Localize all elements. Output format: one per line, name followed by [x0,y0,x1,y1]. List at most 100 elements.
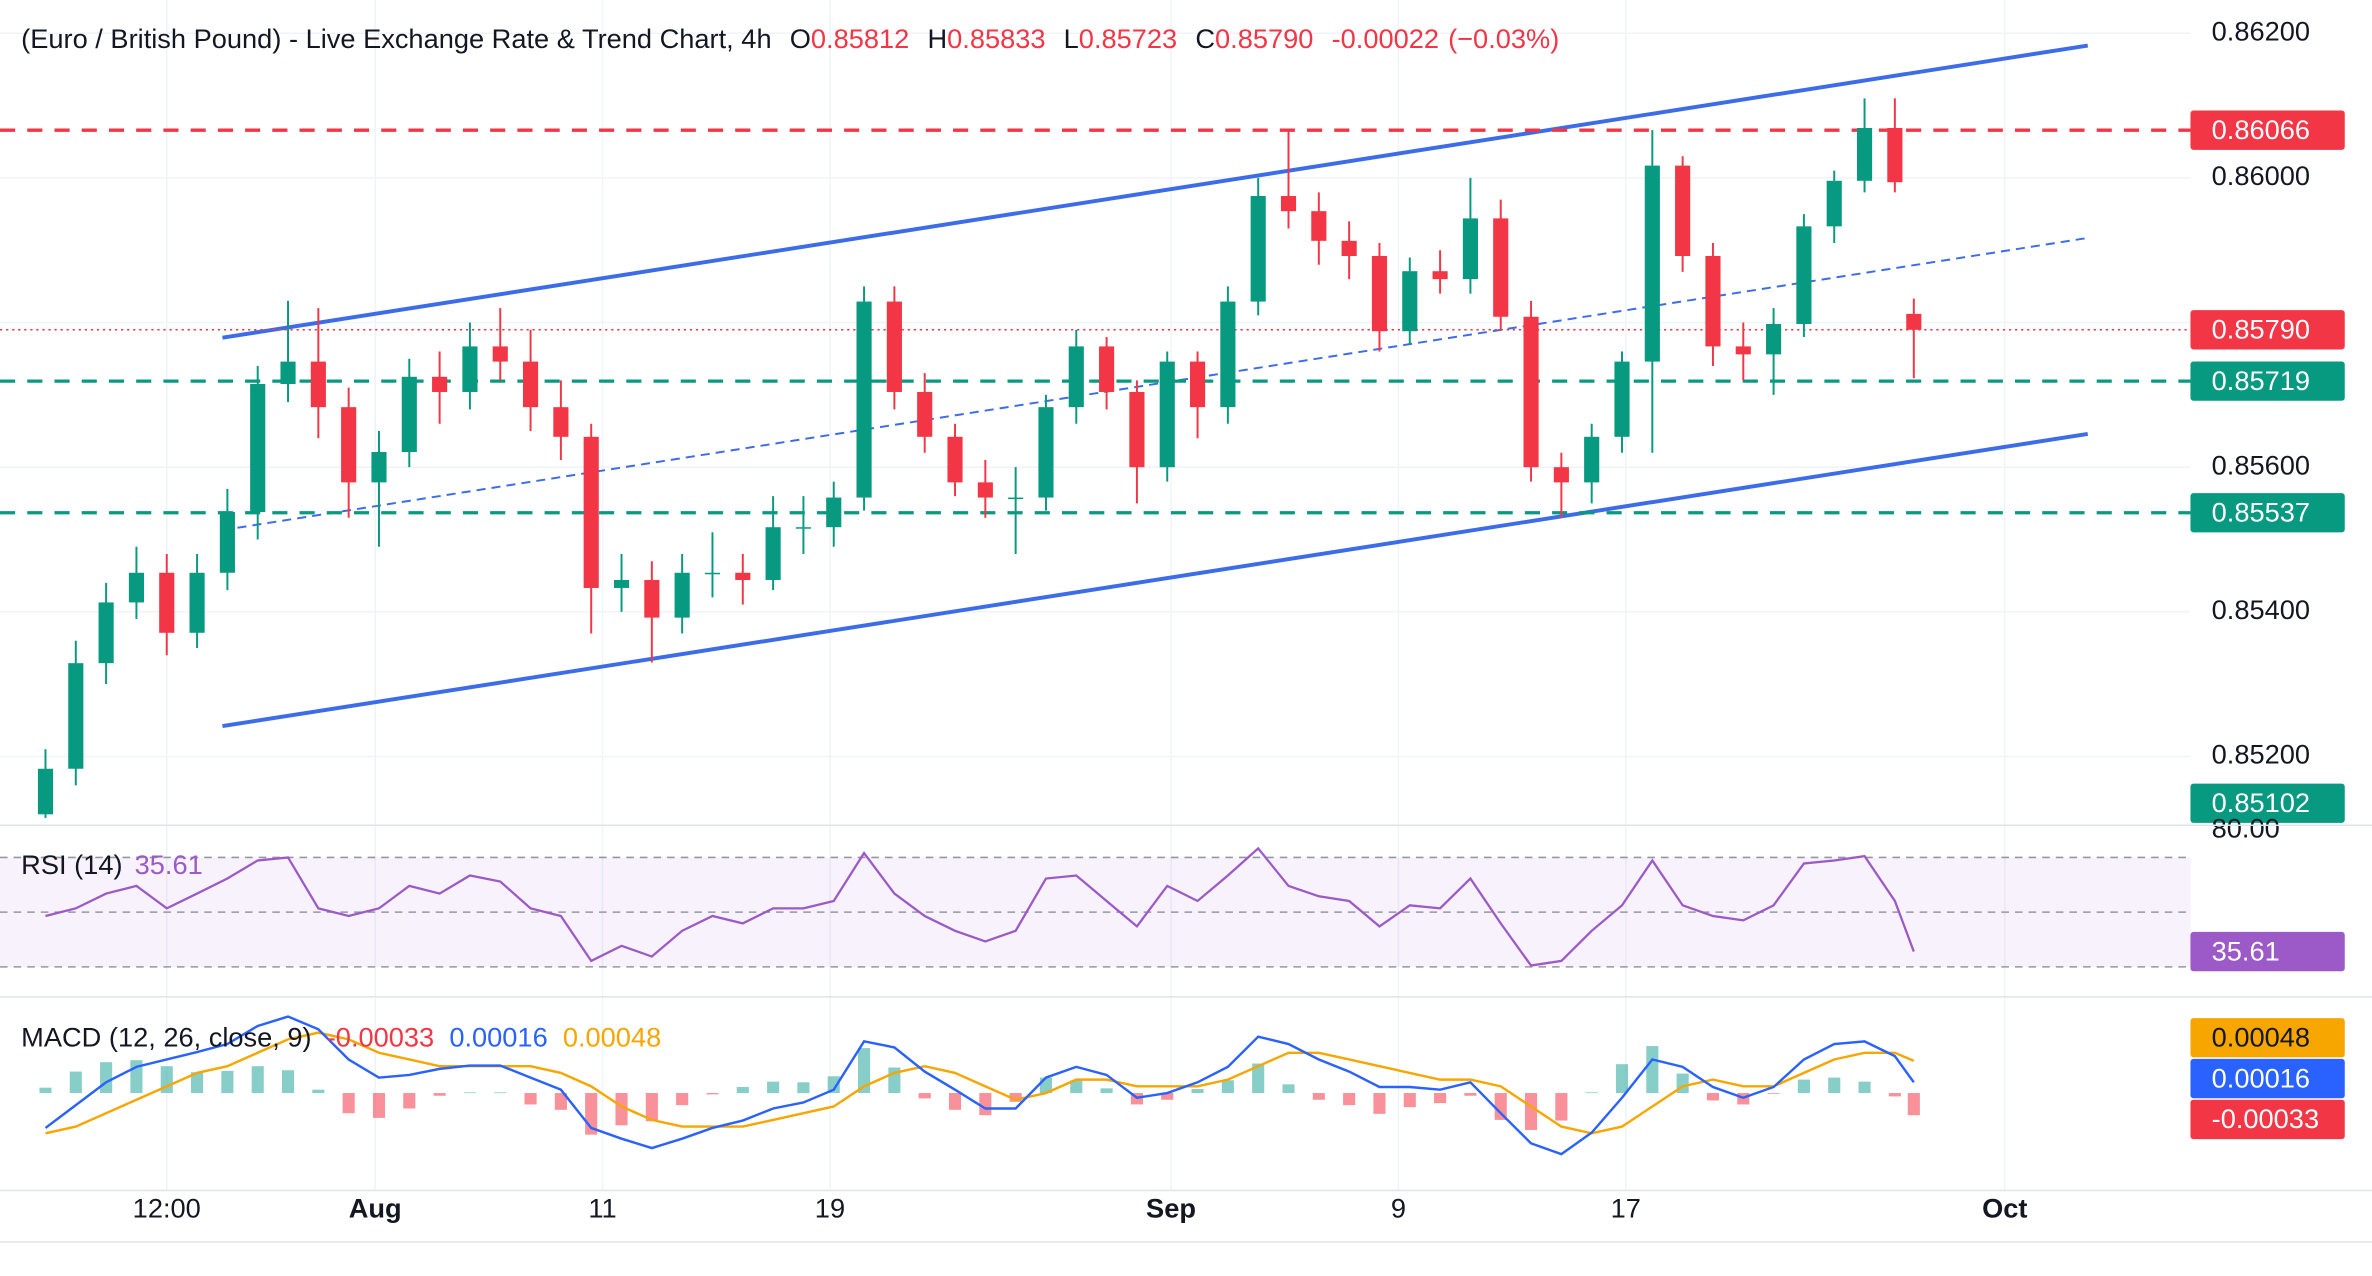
macd-histogram-bar [979,1093,992,1116]
candle-body [1280,195,1297,212]
ohlc-value: 0.85833 [947,23,1045,54]
y-tick-label: 0.85200 [2212,739,2310,770]
price-level-label: 0.86066 [2212,114,2310,145]
candle-body [341,407,357,483]
rsi-header: RSI (14) 35.61 [21,849,203,880]
candle-body [523,361,539,408]
candle-body [1796,226,1812,324]
price-level-box [2190,493,2345,533]
macd-histogram-bar [372,1093,386,1118]
rsi-value: 35.61 [135,849,203,880]
macd-histogram-bar [858,1048,871,1094]
candle-body [1856,128,1873,181]
macd-value-label: 0.00048 [2212,1021,2310,1052]
macd-histogram-bar [463,1092,476,1094]
candle-body [1371,256,1388,332]
candle-body [1099,346,1115,392]
candle-body [1675,165,1691,257]
rsi-value-box [2190,931,2345,972]
candle-body [159,572,175,633]
macd-histogram-bar [1312,1093,1325,1100]
candle-body [644,580,660,618]
price-pane [0,43,2191,818]
candle-body [1038,407,1054,498]
candle-body [1402,271,1418,332]
trendline [222,43,2089,340]
macd-histogram-value: -0.00033 [327,1021,434,1052]
candle-body [1220,301,1236,408]
x-tick-label: 11 [588,1192,616,1223]
x-tick-label: 17 [1611,1192,1641,1223]
x-tick-label: Sep [1146,1192,1196,1223]
price-level-label: 0.85719 [2212,365,2310,396]
chart-header: (Euro / British Pound) - Live Exchange R… [21,23,1559,54]
macd-line [44,1015,1915,1156]
candle-body [189,572,205,633]
candle-body [1705,256,1721,347]
label-layer: 12:00 Aug 11 19 Sep 9 17 Oct 0.86200 0.86000 0.858… [21,15,2345,1223]
candle-body [1493,218,1509,317]
x-tick-label: 12:00 [133,1192,201,1223]
macd-histogram-bar [251,1066,264,1094]
candle-body [1584,436,1600,483]
candle-body [735,572,751,581]
macd-histogram-bar [918,1093,931,1099]
grid-layer [0,0,2191,1191]
macd-histogram-bar [221,1070,234,1094]
rsi-title: RSI (14) [21,849,122,880]
candle-body [1553,467,1569,483]
candle-body [886,301,902,392]
macd-histogram-bar [312,1089,325,1094]
macd-line-value: 0.00016 [449,1021,547,1052]
candle-body [583,436,599,588]
macd-histogram-bar [767,1081,780,1094]
price-level-label: 0.85790 [2212,313,2310,344]
price-level-box [2190,310,2345,350]
candle-body [704,572,721,575]
candle-body [1311,211,1327,241]
macd-header: MACD (12, 26, close, 9) -0.00033 0.00016 0.… [21,1021,661,1052]
ohlc-key: L [1064,23,1079,54]
macd-histogram-bar [160,1066,173,1094]
macd-histogram-bar [191,1072,204,1094]
y-tick-label: 0.85400 [2212,594,2310,625]
macd-histogram-bar [1373,1093,1386,1114]
macd-histogram-bar [69,1071,82,1094]
macd-histogram-bar [1070,1080,1083,1094]
price-level-box [2190,783,2345,823]
ohlc-key: H [927,23,947,54]
macd-histogram-bar [797,1082,810,1094]
macd-histogram-bar [948,1093,962,1110]
candle-body [1129,391,1145,468]
candle-body [1906,313,1922,330]
macd-histogram-bar [736,1087,749,1094]
x-tick-label: 19 [815,1192,845,1223]
macd-histogram-bar [706,1093,719,1095]
change-percent: (−0.03%) [1448,23,1559,54]
x-tick-label: 9 [1391,1192,1406,1223]
macd-histogram-bar [615,1093,628,1126]
candle-body [462,346,478,392]
x-tick-label: Aug [349,1192,402,1223]
macd-value-label: 0.00016 [2212,1062,2310,1093]
rsi-pane [0,846,2191,968]
trendline [222,431,2089,729]
candle-body [128,572,145,603]
candle-body [1766,323,1782,355]
macd-histogram-bar [1221,1080,1234,1094]
macd-histogram-bar [100,1062,113,1094]
rsi-line [45,846,1915,967]
macd-histogram-bar [1797,1079,1810,1094]
macd-histogram-bar [524,1093,537,1105]
candle-body [1432,271,1448,280]
macd-histogram-bar [1828,1077,1841,1094]
macd-histogram-bar [1555,1093,1568,1121]
macd-histogram-bar [1525,1093,1538,1130]
candle-body [917,391,933,437]
macd-histogram-bar [1282,1084,1295,1094]
candle-body [371,451,387,483]
macd-signal-value: 0.00048 [563,1021,661,1052]
candle-body [1341,240,1357,257]
